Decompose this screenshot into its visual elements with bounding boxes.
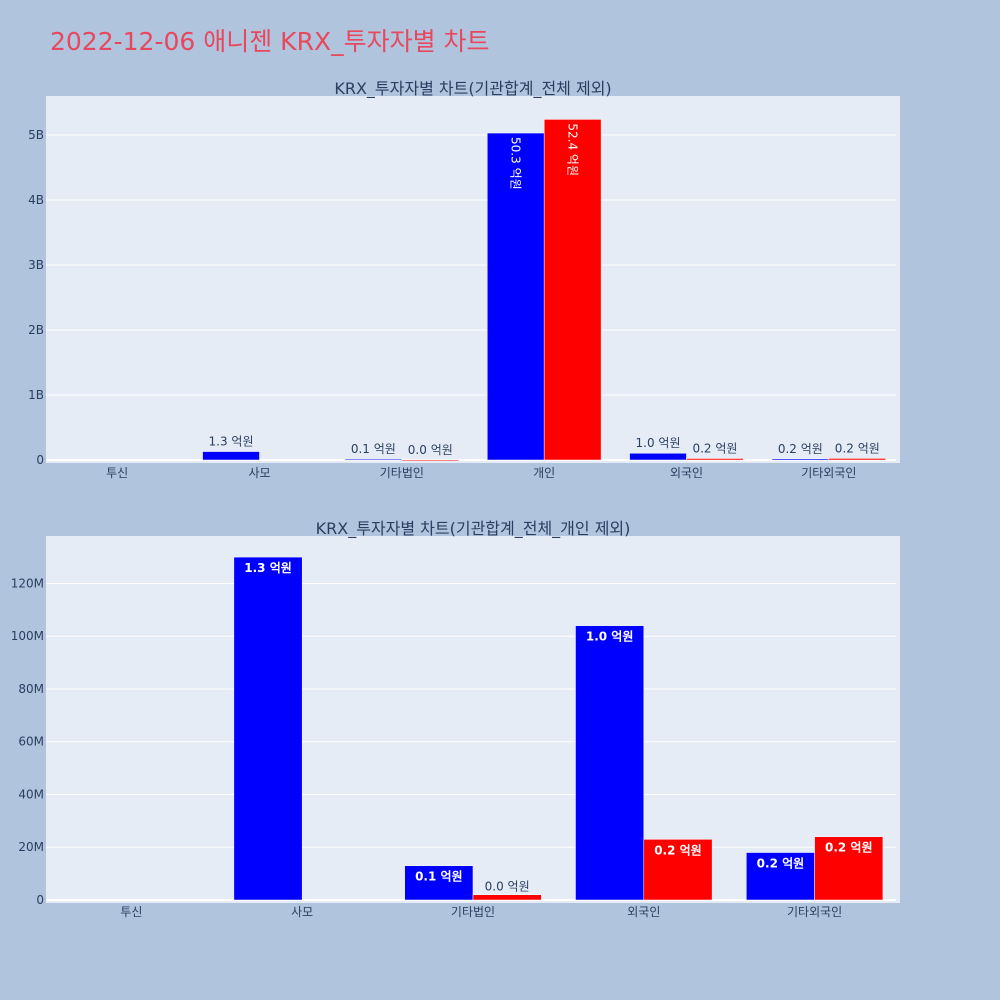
bar	[643, 839, 713, 901]
data-label: 50.3 억원	[509, 137, 523, 190]
data-label: 0.2 억원	[778, 442, 823, 456]
page-title: 2022-12-06 애니젠 KRX_투자자별 차트	[50, 27, 490, 56]
data-label: 0.2 억원	[692, 442, 737, 456]
bar	[202, 451, 260, 461]
data-label: 1.0 억원	[586, 630, 634, 644]
bar	[771, 458, 830, 461]
x-tick-label: 사모	[248, 466, 270, 480]
data-label: 0.2 억원	[835, 441, 880, 455]
x-tick-label: 사모	[291, 905, 313, 919]
y-tick-label: 2B	[28, 323, 44, 337]
data-label: 0.2 억원	[654, 843, 702, 857]
chart-title-2: KRX_투자자별 차트(기관합계_전체_개인 제외)	[316, 519, 631, 539]
data-label: 0.2 억원	[757, 857, 805, 871]
y-tick-label: 20M	[18, 840, 44, 854]
bar	[575, 625, 645, 901]
data-label: 0.0 억원	[485, 880, 530, 894]
y-tick-label: 0	[36, 893, 44, 907]
data-label: 0.2 억원	[825, 841, 873, 855]
y-tick-label: 4B	[28, 193, 44, 207]
bar	[401, 459, 460, 462]
y-tick-label: 80M	[18, 682, 44, 696]
bar	[233, 556, 303, 901]
bar	[686, 458, 744, 461]
y-tick-label: 120M	[11, 576, 44, 590]
x-tick-label: 기타외국인	[801, 466, 856, 480]
bar	[629, 452, 687, 461]
data-label: 0.0 억원	[408, 443, 453, 457]
bar	[404, 865, 474, 901]
y-tick-label: 5B	[28, 128, 44, 142]
data-label: 0.1 억원	[351, 442, 396, 456]
chart-title-1: KRX_투자자별 차트(기관합계_전체 제외)	[334, 79, 611, 99]
y-tick-label: 3B	[28, 258, 44, 272]
y-tick-label: 100M	[11, 629, 44, 643]
x-tick-label: 기타외국인	[787, 905, 842, 919]
data-label: 0.1 억원	[415, 870, 463, 884]
data-label: 52.4 억원	[566, 123, 580, 176]
bar	[472, 894, 542, 901]
bar	[543, 119, 602, 461]
y-tick-label: 1B	[28, 388, 44, 402]
x-tick-label: 투신	[106, 466, 128, 480]
plot-area-1	[46, 96, 900, 463]
data-label: 1.0 억원	[636, 436, 681, 450]
y-tick-label: 40M	[18, 787, 44, 801]
plot-area-2	[46, 536, 900, 903]
bar	[814, 836, 884, 901]
x-tick-label: 개인	[533, 466, 555, 480]
bar	[746, 852, 815, 901]
data-label: 1.3 억원	[209, 435, 254, 449]
data-label: 1.3 억원	[244, 561, 292, 575]
x-tick-label: 외국인	[670, 466, 703, 480]
x-tick-label: 외국인	[627, 905, 660, 919]
y-tick-label: 0	[36, 453, 44, 467]
x-tick-label: 투신	[120, 905, 142, 919]
y-tick-label: 60M	[18, 735, 44, 749]
x-tick-label: 기타법인	[451, 905, 495, 919]
bar	[344, 458, 403, 461]
bar	[828, 458, 887, 461]
x-tick-label: 기타법인	[380, 466, 424, 480]
